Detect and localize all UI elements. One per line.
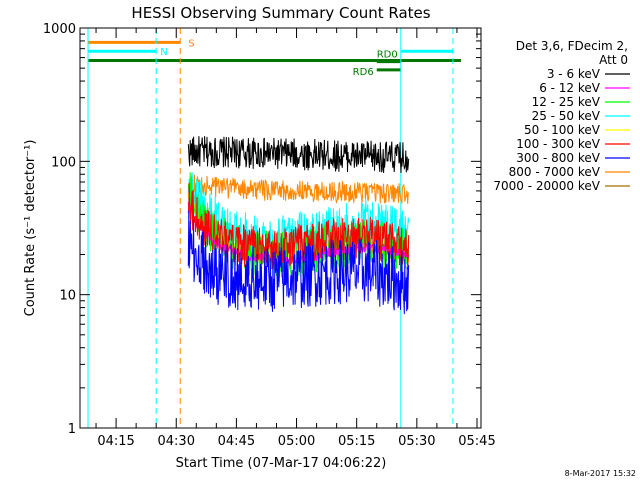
legend-header-line-1: Det 3,6, FDecim 2, [516,39,628,53]
y-axis: 1 10 100 1000 [43,22,481,437]
series-line [187,174,410,205]
legend-label: 100 - 300 keV [516,137,600,151]
x-tick-label: 04:45 [218,434,255,449]
timestamp: 8-Mar-2017 15:32 [565,469,636,478]
plot-frame [79,27,482,429]
y-tick-label: 100 [51,155,76,170]
x-tick-label: 05:45 [458,434,495,449]
legend-label: 25 - 50 keV [532,109,601,123]
x-tick-label: 05:15 [338,434,375,449]
legend-label: 12 - 25 keV [532,95,601,109]
series-lines [187,136,410,315]
legend-label: 800 - 7000 keV [509,165,601,179]
legend-header-line-2: Att 0 [599,53,628,67]
series-line [187,136,410,174]
flag-label: N [160,47,167,58]
y-axis-label: Count Rate (s⁻¹ detector⁻¹) [23,140,38,317]
x-tick-label: 05:00 [278,434,315,449]
legend-label: 300 - 800 keV [516,151,600,165]
y-tick-label: 1 [68,422,76,437]
flag-label: S [188,38,194,49]
legend-label: 6 - 12 keV [539,81,601,95]
flag-label: RD0 [377,50,398,61]
flag-label: RD6 [353,67,374,78]
y-tick-label: 1000 [43,22,76,37]
x-axis: 04:15 04:30 04:45 05:00 05:15 05:30 05:45 [95,28,496,449]
y-tick-label: 10 [59,289,76,304]
x-tick-label: 04:15 [97,434,134,449]
series-line [187,210,410,315]
legend-label: 50 - 100 keV [524,123,601,137]
chart-title: HESSI Observing Summary Count Rates [131,4,430,22]
x-axis-label: Start Time (07-Mar-17 04:06:22) [176,456,387,471]
legend-label: 7000 - 20000 keV [493,179,600,193]
x-tick-label: 04:30 [158,434,195,449]
legend-label: 3 - 6 keV [547,67,601,81]
x-tick-label: 05:30 [398,434,435,449]
